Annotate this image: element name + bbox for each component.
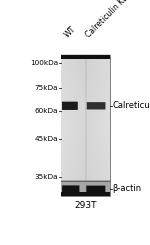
Text: 60kDa: 60kDa [35, 109, 58, 114]
Text: 75kDa: 75kDa [35, 85, 58, 91]
Bar [61, 55, 110, 59]
Bar [61, 55, 110, 196]
Bar [61, 192, 110, 196]
Text: Calreticulin KD: Calreticulin KD [84, 0, 130, 40]
Text: 100kDa: 100kDa [30, 60, 58, 66]
Text: 293T: 293T [74, 201, 97, 210]
FancyBboxPatch shape [62, 102, 78, 110]
Text: β-actin: β-actin [112, 184, 141, 193]
FancyBboxPatch shape [62, 185, 80, 192]
Text: Calreticulin: Calreticulin [112, 101, 150, 110]
Bar [61, 181, 110, 196]
Text: 35kDa: 35kDa [35, 174, 58, 181]
FancyBboxPatch shape [86, 186, 105, 192]
Text: 45kDa: 45kDa [35, 136, 58, 142]
Text: WT: WT [63, 25, 78, 40]
FancyBboxPatch shape [87, 102, 105, 110]
